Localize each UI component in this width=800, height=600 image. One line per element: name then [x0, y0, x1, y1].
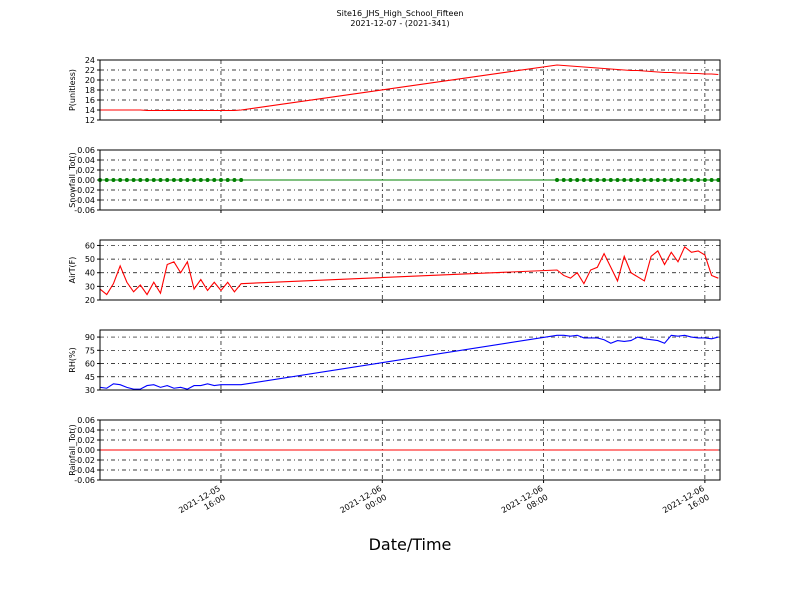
series-line	[99, 334, 719, 390]
data-point	[655, 178, 660, 182]
y-tick-label: 0.04	[77, 426, 95, 435]
data-point	[138, 178, 143, 182]
y-tick-label: -0.06	[74, 476, 95, 485]
data-point	[575, 178, 580, 182]
y-tick-label: 18	[85, 86, 95, 95]
y-tick-label: 16	[85, 96, 95, 105]
figure-title: Site16_JHS_High_School_Fifteen	[337, 9, 464, 18]
y-tick-label: 30	[85, 386, 95, 395]
plot-frame	[99, 149, 721, 211]
y-tick-label: -0.04	[74, 196, 95, 205]
data-point	[649, 178, 654, 182]
y-tick-label: 30	[85, 282, 95, 291]
data-point	[171, 178, 176, 182]
data-point	[178, 178, 183, 182]
y-tick-label: 14	[85, 106, 95, 115]
data-point	[581, 178, 586, 182]
y-axis-label: RH(%)	[68, 347, 77, 372]
y-tick-label: 0.00	[77, 446, 95, 455]
data-point	[131, 178, 136, 182]
y-tick-label: -0.06	[74, 206, 95, 215]
plot-frame	[99, 329, 721, 391]
data-point	[702, 178, 707, 182]
data-point	[595, 178, 600, 182]
y-axis-label: AirT(F)	[68, 257, 77, 284]
y-tick-label: 0.00	[77, 176, 95, 185]
y-tick-label: 60	[85, 241, 95, 250]
y-tick-label: 12	[85, 116, 95, 125]
data-point	[622, 178, 627, 182]
data-point	[662, 178, 667, 182]
y-axis-label: Rainfall_Tot()	[68, 424, 77, 476]
y-tick-label: 40	[85, 269, 95, 278]
data-point	[205, 178, 210, 182]
data-point	[608, 178, 613, 182]
data-point	[104, 178, 109, 182]
data-point	[568, 178, 573, 182]
x-tick-label: 2021-12-0516:00	[177, 484, 227, 524]
data-point	[165, 178, 170, 182]
data-point	[218, 178, 223, 182]
data-point	[628, 178, 633, 182]
data-point	[696, 178, 701, 182]
data-point	[198, 178, 203, 182]
data-point	[185, 178, 190, 182]
y-tick-label: 0.02	[77, 436, 95, 445]
y-tick-label: 45	[85, 373, 95, 382]
y-tick-label: 0.04	[77, 156, 95, 165]
y-tick-label: 90	[85, 333, 95, 342]
data-point	[675, 178, 680, 182]
data-point	[689, 178, 694, 182]
data-point	[561, 178, 566, 182]
data-point	[635, 178, 640, 182]
y-tick-label: 60	[85, 360, 95, 369]
y-tick-label: -0.04	[74, 466, 95, 475]
y-tick-label: 0.06	[77, 146, 95, 155]
series-line	[99, 245, 719, 296]
data-point	[669, 178, 674, 182]
data-point	[124, 178, 129, 182]
y-tick-label: 50	[85, 255, 95, 264]
y-tick-label: 0.02	[77, 166, 95, 175]
y-tick-label: -0.02	[74, 186, 95, 195]
plot-frame	[99, 239, 721, 301]
data-point	[716, 178, 721, 182]
figure-subtitle: 2021-12-07 - (2021-341)	[350, 19, 449, 28]
data-point	[232, 178, 237, 182]
data-point	[682, 178, 687, 182]
data-point	[118, 178, 123, 182]
data-point	[588, 178, 593, 182]
data-point	[225, 178, 230, 182]
data-point	[642, 178, 647, 182]
y-tick-label: 24	[85, 56, 95, 65]
x-axis-label: Date/Time	[369, 535, 452, 554]
data-point	[602, 178, 607, 182]
data-point	[239, 178, 244, 182]
y-tick-label: 0.06	[77, 416, 95, 425]
y-tick-label: -0.02	[74, 456, 95, 465]
data-point	[111, 178, 116, 182]
y-tick-label: 20	[85, 296, 95, 305]
y-tick-label: 22	[85, 66, 95, 75]
y-axis-label: Snowfall_Tot()	[68, 152, 77, 208]
data-point	[145, 178, 150, 182]
plot-frame	[99, 419, 721, 481]
data-point	[615, 178, 620, 182]
data-point	[709, 178, 714, 182]
data-point	[192, 178, 197, 182]
x-tick-label: 2021-12-0608:00	[500, 484, 550, 524]
y-tick-label: 75	[85, 346, 95, 355]
data-point	[151, 178, 156, 182]
series-line	[100, 64, 719, 112]
data-point	[212, 178, 217, 182]
y-tick-label: 20	[85, 76, 95, 85]
data-point	[158, 178, 163, 182]
data-point	[555, 178, 560, 182]
x-tick-label: 2021-12-0616:00	[661, 484, 711, 524]
plot-frame	[99, 59, 721, 121]
y-axis-label: P(unitless)	[68, 69, 77, 111]
x-tick-label: 2021-12-0600:00	[339, 484, 389, 524]
